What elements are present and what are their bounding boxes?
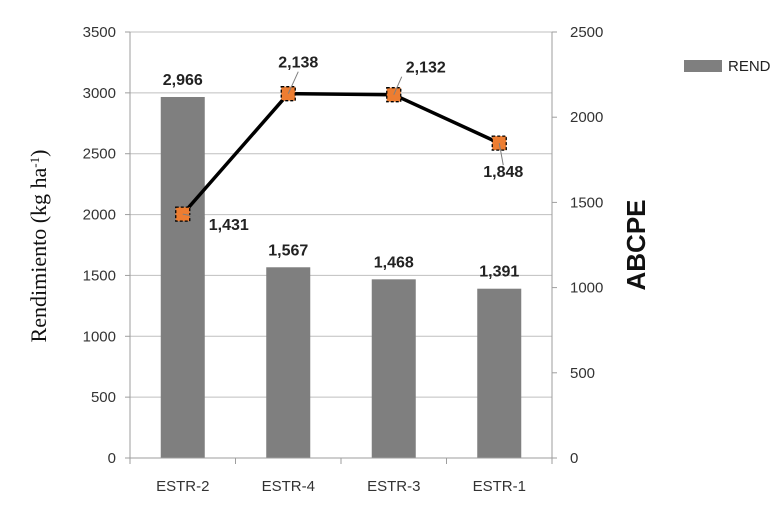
- line-data-label: 2,132: [406, 60, 446, 77]
- leader-line: [182, 213, 205, 219]
- bar-data-label: 1,567: [268, 242, 308, 259]
- abcpe-line: [181, 91, 500, 216]
- left-tick-label: 500: [91, 389, 116, 406]
- bar-data-label: 2,966: [163, 72, 203, 89]
- bar: [160, 96, 205, 459]
- leader-line: [393, 76, 403, 95]
- right-tick-label: 1500: [570, 194, 603, 211]
- left-axis-title: Rendimiento (kg ha-1): [26, 150, 51, 343]
- bar-data-label: 1,391: [479, 264, 519, 281]
- category-label: ESTR-1: [473, 478, 526, 495]
- category-label: ESTR-3: [367, 478, 420, 495]
- bar-series: [160, 96, 522, 459]
- leader-line: [498, 143, 504, 166]
- data-labels: 2,966 1,567 1,468 1,391 1,431 2,138 2,132 1,848: [163, 55, 524, 281]
- category-label: ESTR-2: [156, 478, 209, 495]
- right-axis-title: ABCPE: [621, 199, 651, 290]
- right-tick-label: 2000: [570, 109, 603, 126]
- line-data-label: 2,138: [278, 55, 318, 72]
- axes: 0 500 1000 1500 2000 2500 3000 3500 0 500 1000 1500…: [83, 24, 604, 495]
- left-tick-label: 2500: [83, 146, 116, 163]
- right-tick-label: 500: [570, 365, 595, 382]
- left-tick-label: 1500: [83, 267, 116, 284]
- line-data-label: 1,848: [483, 164, 523, 181]
- left-tick-label: 1000: [83, 328, 116, 345]
- bar-data-label: 1,468: [374, 254, 414, 271]
- legend-swatch-rend: [684, 60, 722, 72]
- category-label: ESTR-4: [262, 478, 315, 495]
- legend-label-rend: REND: [728, 58, 771, 75]
- left-tick-label: 0: [108, 450, 116, 467]
- bar: [266, 267, 311, 458]
- right-tick-label: 0: [570, 450, 578, 467]
- left-tick-label: 3500: [83, 24, 116, 41]
- right-tick-label: 1000: [570, 280, 603, 297]
- leader-line: [287, 71, 299, 94]
- line-data-label: 1,431: [209, 217, 249, 234]
- left-tick-label: 3000: [83, 85, 116, 102]
- bar: [477, 288, 522, 458]
- right-tick-label: 2500: [570, 24, 603, 41]
- bar: [371, 279, 416, 458]
- left-tick-label: 2000: [83, 207, 116, 224]
- legend: REND: [684, 58, 771, 75]
